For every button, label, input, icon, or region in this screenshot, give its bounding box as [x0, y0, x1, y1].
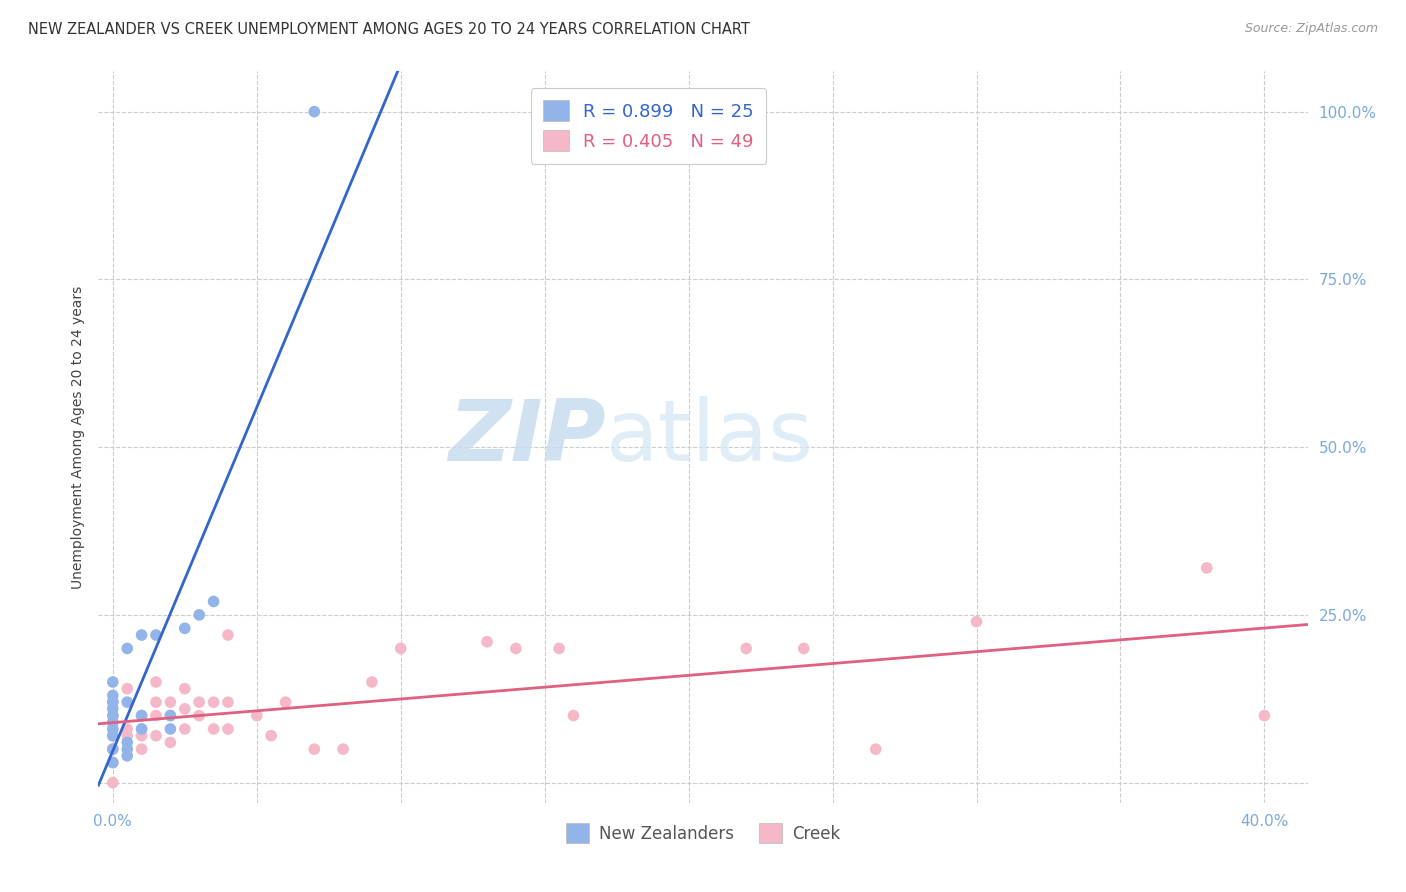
Point [159, 708, 181, 723]
Point [562, 708, 585, 723]
Point [101, 729, 124, 743]
Point [173, 621, 195, 635]
Point [217, 722, 239, 736]
Point [865, 742, 887, 756]
Point [131, 708, 153, 723]
Point [793, 641, 815, 656]
Point [304, 742, 326, 756]
Point [505, 641, 527, 656]
Point [145, 729, 167, 743]
Point [115, 722, 138, 736]
Point [145, 708, 167, 723]
Text: ZIP: ZIP [449, 395, 606, 479]
Point [274, 695, 297, 709]
Point [145, 695, 167, 709]
Point [101, 756, 124, 770]
Point [101, 742, 124, 756]
Point [246, 708, 269, 723]
Point [101, 742, 124, 756]
Point [966, 615, 988, 629]
Point [115, 742, 138, 756]
Text: Source: ZipAtlas.com: Source: ZipAtlas.com [1244, 22, 1378, 36]
Point [131, 708, 153, 723]
Point [202, 594, 225, 608]
Point [217, 695, 239, 709]
Point [735, 641, 758, 656]
Legend: New Zealanders, Creek: New Zealanders, Creek [558, 817, 848, 849]
Point [101, 702, 124, 716]
Point [332, 742, 354, 756]
Point [389, 641, 412, 656]
Point [101, 675, 124, 690]
Point [101, 695, 124, 709]
Point [188, 695, 211, 709]
Point [115, 748, 138, 763]
Y-axis label: Unemployment Among Ages 20 to 24 years: Unemployment Among Ages 20 to 24 years [70, 285, 84, 589]
Point [1195, 561, 1218, 575]
Point [173, 681, 195, 696]
Point [131, 628, 153, 642]
Point [101, 722, 124, 736]
Point [159, 735, 181, 749]
Point [159, 708, 181, 723]
Point [115, 681, 138, 696]
Point [101, 715, 124, 730]
Point [361, 675, 384, 690]
Point [202, 695, 225, 709]
Point [115, 641, 138, 656]
Point [131, 729, 153, 743]
Point [115, 695, 138, 709]
Point [101, 756, 124, 770]
Point [115, 735, 138, 749]
Point [173, 722, 195, 736]
Point [548, 641, 571, 656]
Point [131, 722, 153, 736]
Point [304, 104, 326, 119]
Point [475, 634, 498, 648]
Text: atlas: atlas [606, 395, 814, 479]
Point [202, 722, 225, 736]
Point [145, 628, 167, 642]
Point [101, 695, 124, 709]
Point [188, 708, 211, 723]
Point [188, 607, 211, 622]
Point [101, 715, 124, 730]
Point [131, 742, 153, 756]
Point [173, 702, 195, 716]
Point [159, 695, 181, 709]
Point [101, 708, 124, 723]
Point [101, 708, 124, 723]
Point [115, 729, 138, 743]
Point [101, 722, 124, 736]
Point [159, 722, 181, 736]
Point [260, 729, 283, 743]
Point [217, 628, 239, 642]
Point [131, 722, 153, 736]
Point [101, 689, 124, 703]
Text: NEW ZEALANDER VS CREEK UNEMPLOYMENT AMONG AGES 20 TO 24 YEARS CORRELATION CHART: NEW ZEALANDER VS CREEK UNEMPLOYMENT AMON… [28, 22, 749, 37]
Point [145, 675, 167, 690]
Point [101, 729, 124, 743]
Point [101, 775, 124, 789]
Point [1253, 708, 1275, 723]
